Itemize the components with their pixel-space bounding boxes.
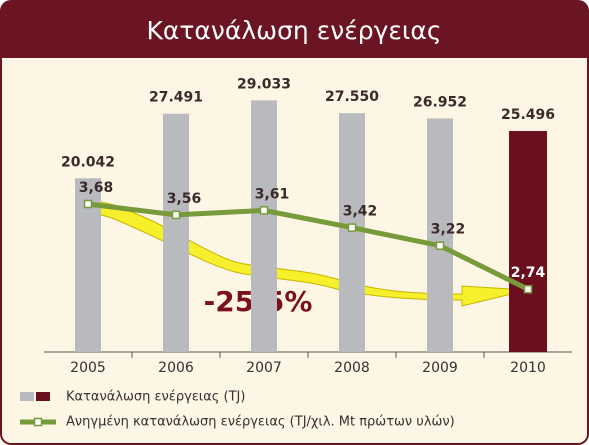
line-marker	[259, 206, 269, 215]
line-marker	[83, 199, 93, 209]
data-label: 27.550	[325, 89, 379, 105]
line-marker	[435, 241, 445, 250]
header	[1, 1, 588, 58]
data-label: 20.042	[61, 154, 115, 170]
bar	[509, 131, 547, 352]
bar	[163, 113, 189, 353]
line-marker	[171, 210, 181, 220]
legend-swatch	[36, 392, 50, 401]
chart-title: Κατανάλωση ενέργειας	[147, 16, 442, 45]
legend-swatch	[20, 392, 34, 401]
bar	[339, 113, 365, 352]
data-label: 3,42	[343, 204, 378, 220]
data-label: 25.496	[501, 107, 555, 123]
data-label: 3,68	[79, 180, 114, 196]
x-tick-label: 2006	[158, 360, 194, 376]
line-marker	[347, 223, 357, 232]
data-label: 27.491	[149, 90, 203, 106]
data-label: 3,56	[167, 191, 202, 207]
data-label: 26.952	[413, 94, 467, 110]
legend-swatch	[33, 417, 43, 427]
x-tick-label: 2008	[334, 360, 370, 376]
data-label: 29.033	[237, 76, 291, 92]
x-tick-label: 2005	[70, 360, 106, 376]
x-tick-label: 2007	[246, 360, 282, 376]
legend-label: Κατανάλωση ενέργειας (TJ)	[66, 390, 245, 405]
trend-arrow	[83, 197, 529, 307]
bar	[251, 100, 277, 352]
data-label: 2,74	[511, 265, 546, 281]
x-tick-label: 2009	[422, 360, 458, 376]
data-label: 3,22	[431, 222, 466, 238]
line	[87, 201, 530, 292]
data-label: 3,61	[255, 186, 290, 202]
x-tick-label: 2010	[510, 360, 546, 376]
bar	[427, 118, 453, 352]
legend-label: Ανηγμένη κατανάλωση ενέργειας (TJ/χιλ. M…	[66, 415, 455, 430]
line-marker	[523, 284, 533, 294]
